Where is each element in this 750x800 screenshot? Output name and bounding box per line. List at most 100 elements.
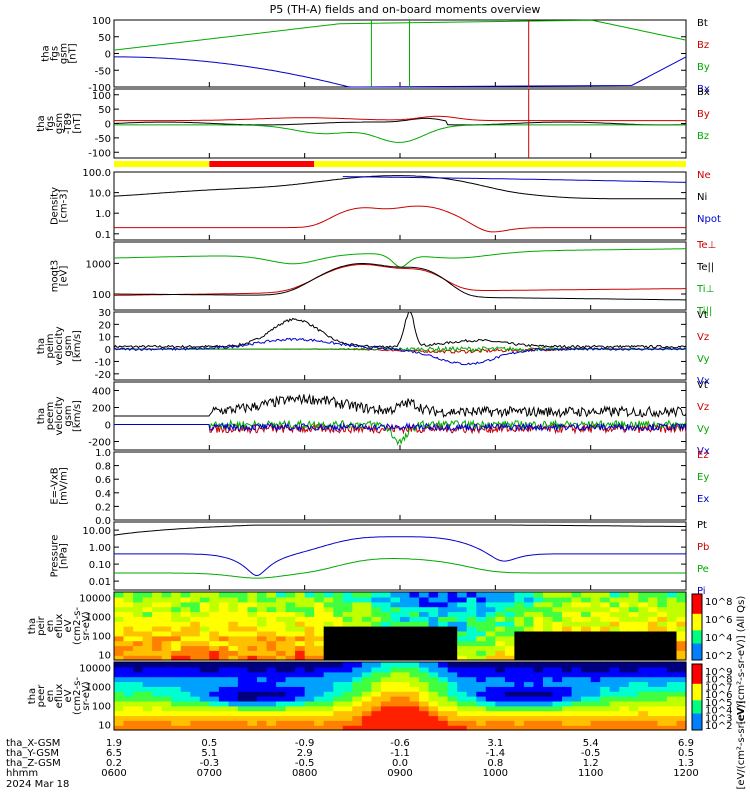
spec-cell — [266, 671, 277, 678]
spec-cell — [514, 640, 525, 647]
spec-cell — [228, 686, 239, 692]
spec-cell — [390, 621, 401, 627]
colorbar-ele-cell — [692, 713, 702, 718]
spec-cell — [533, 601, 544, 608]
series-peim-vx — [113, 337, 687, 366]
series-te-par — [114, 263, 686, 301]
spec-cell — [333, 662, 344, 668]
chart-title: P5 (TH-A) fields and on-board moments ov… — [270, 3, 541, 16]
spec-cell — [495, 626, 506, 632]
xrow-value-1-1: 5.1 — [201, 748, 217, 759]
spec-cell — [590, 592, 601, 598]
spec-cell — [371, 616, 382, 622]
spec-cell — [562, 616, 573, 622]
spec-cell — [514, 686, 525, 692]
spec-cell — [123, 696, 134, 702]
spec-cell — [352, 686, 363, 692]
spec-cell — [523, 626, 534, 632]
spec-cell — [647, 601, 658, 608]
spec-cell — [285, 666, 296, 673]
spec-cell — [438, 626, 449, 632]
spec-cell — [285, 691, 296, 697]
spec-cell — [476, 635, 487, 642]
spec-cell — [257, 645, 268, 651]
spec-cell — [380, 630, 391, 637]
spec-cell — [552, 635, 563, 642]
spec-cell — [533, 705, 544, 712]
spec-cell — [180, 676, 191, 683]
spec-cell — [590, 621, 601, 627]
spec-cell — [447, 696, 458, 702]
spec-cell — [514, 606, 525, 613]
spec-cell — [304, 700, 315, 707]
spec-cell — [123, 676, 134, 683]
spec-cell — [552, 662, 563, 668]
spec-cell — [371, 676, 382, 683]
spec-cell — [361, 621, 372, 627]
spec-cell — [247, 601, 258, 608]
spec-cell — [400, 705, 411, 712]
spec-cell — [638, 700, 649, 707]
spec-cell — [581, 691, 592, 697]
spec-cell — [142, 725, 153, 731]
spec-cell — [495, 645, 506, 651]
spec-cell — [466, 705, 477, 712]
spec-cell — [314, 626, 325, 632]
spec-cell — [142, 630, 153, 637]
spec-cell — [190, 626, 201, 632]
legend-efield-2: Ex — [697, 494, 709, 505]
spec-cell — [400, 616, 411, 622]
spec-cell — [114, 705, 125, 712]
spec-cell — [161, 715, 172, 721]
xrow-value-3-4: 1000 — [483, 768, 508, 779]
spec-cell — [419, 606, 430, 613]
spec-cell — [543, 676, 554, 683]
date-label: 2024 Mar 18 — [6, 779, 69, 790]
spec-cell — [123, 650, 134, 656]
spec-cell — [590, 630, 601, 637]
spec-cell — [590, 686, 601, 692]
spec-cell — [571, 635, 582, 642]
spec-cell — [161, 645, 172, 651]
spec-cell — [142, 710, 153, 717]
spec-cell — [438, 592, 449, 598]
spec-cell — [161, 616, 172, 622]
spec-cell — [400, 700, 411, 707]
spec-cell — [504, 662, 515, 668]
series-fgs-bx — [113, 56, 687, 88]
spec-cell — [628, 725, 639, 731]
spec-cell — [257, 650, 268, 656]
colorbar-ele-tick-2: 10^7 — [705, 682, 732, 693]
spec-cell — [581, 696, 592, 702]
spec-cell — [257, 720, 268, 726]
ytick-label-fgs-0: 100 — [92, 16, 111, 27]
spec-cell — [533, 720, 544, 726]
spec-cell — [628, 710, 639, 717]
ytick-label-peem-1: 200 — [92, 404, 111, 415]
spec-cell — [476, 705, 487, 712]
spec-cell — [657, 720, 668, 726]
spec-cell — [600, 705, 611, 712]
spec-cell — [266, 621, 277, 627]
spec-cell — [600, 630, 611, 637]
spec-cell — [361, 725, 372, 731]
spec-cell — [333, 621, 344, 627]
spec-cell — [266, 626, 277, 632]
spec-cell — [571, 601, 582, 608]
spec-cell — [257, 705, 268, 712]
spec-cell — [180, 596, 191, 603]
spec-cell — [333, 700, 344, 707]
spec-cell — [609, 596, 620, 603]
spec-cell — [628, 696, 639, 702]
spec-cell — [285, 710, 296, 717]
spec-cell — [523, 616, 534, 622]
xrow-value-3-3: 0900 — [387, 768, 412, 779]
spec-cell — [438, 650, 449, 656]
spec-cell — [199, 696, 210, 702]
spec-cell — [190, 640, 201, 647]
spec-cell — [171, 650, 182, 656]
spec-cell — [466, 720, 477, 726]
spec-cell — [171, 715, 182, 721]
colorbar-ele-tick-7: 10^2 — [705, 721, 732, 732]
spec-cell — [333, 681, 344, 687]
